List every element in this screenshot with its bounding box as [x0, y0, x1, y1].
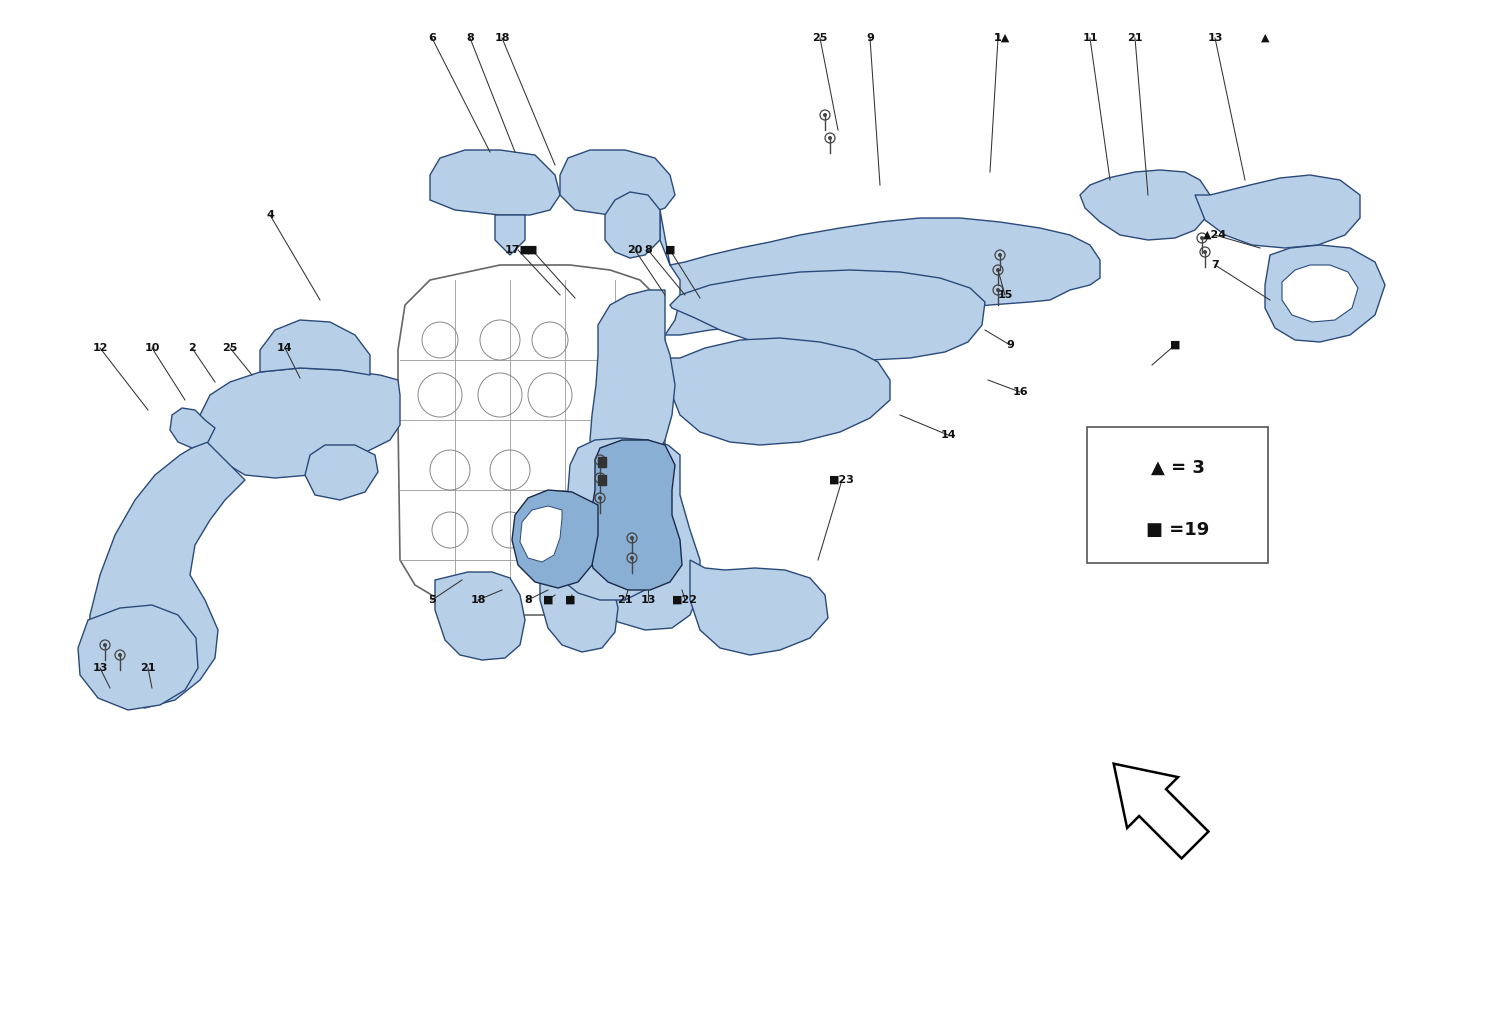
- Polygon shape: [200, 368, 400, 478]
- Polygon shape: [670, 338, 890, 445]
- Circle shape: [828, 136, 833, 140]
- Polygon shape: [512, 490, 598, 588]
- Circle shape: [824, 113, 827, 117]
- Text: 13: 13: [1208, 33, 1222, 43]
- Text: 21: 21: [141, 663, 156, 673]
- Text: 2: 2: [188, 343, 196, 353]
- Polygon shape: [690, 560, 828, 655]
- Text: 10: 10: [144, 343, 159, 353]
- Text: ▲: ▲: [1260, 33, 1269, 43]
- Text: 5: 5: [427, 595, 436, 605]
- Text: 6: 6: [427, 33, 436, 43]
- Polygon shape: [78, 605, 198, 710]
- Circle shape: [598, 476, 602, 480]
- Text: 13: 13: [640, 595, 656, 605]
- Text: ▲24: ▲24: [1203, 230, 1227, 240]
- Bar: [598, 457, 606, 467]
- Polygon shape: [660, 210, 1100, 335]
- Text: 25: 25: [222, 343, 237, 353]
- Text: ■: ■: [526, 245, 537, 255]
- Text: 1▲: 1▲: [994, 33, 1010, 43]
- Text: 8: 8: [644, 245, 652, 255]
- Polygon shape: [1113, 763, 1209, 859]
- Circle shape: [118, 653, 122, 657]
- Polygon shape: [88, 439, 244, 708]
- Text: 12: 12: [93, 343, 108, 353]
- Text: ■: ■: [664, 245, 675, 255]
- Text: 16: 16: [1013, 387, 1028, 397]
- Circle shape: [998, 253, 1002, 257]
- Text: 8: 8: [466, 33, 474, 43]
- Text: 13: 13: [93, 663, 108, 673]
- Polygon shape: [520, 506, 562, 562]
- Text: 25: 25: [813, 33, 828, 43]
- Text: ▲ = 3: ▲ = 3: [1150, 459, 1204, 477]
- Text: 8: 8: [524, 595, 532, 605]
- Polygon shape: [1080, 170, 1210, 240]
- Bar: [598, 475, 606, 485]
- Text: 15: 15: [998, 290, 1012, 300]
- Polygon shape: [304, 445, 378, 500]
- Polygon shape: [1196, 175, 1360, 248]
- Polygon shape: [596, 439, 700, 630]
- Text: ■23: ■23: [830, 475, 855, 485]
- Circle shape: [630, 556, 634, 560]
- Polygon shape: [604, 192, 660, 258]
- Text: ■22: ■22: [672, 595, 698, 605]
- FancyBboxPatch shape: [1088, 427, 1268, 563]
- Text: ■ =19: ■ =19: [1146, 521, 1209, 539]
- Text: 11: 11: [1083, 33, 1098, 43]
- Circle shape: [1200, 236, 1204, 240]
- Text: 14: 14: [940, 430, 956, 439]
- Text: 7: 7: [1210, 260, 1219, 270]
- Polygon shape: [495, 215, 525, 255]
- Circle shape: [598, 496, 602, 500]
- Polygon shape: [1282, 265, 1358, 322]
- Text: 18: 18: [471, 595, 486, 605]
- Polygon shape: [588, 439, 682, 590]
- Circle shape: [996, 268, 1000, 272]
- Text: ■: ■: [543, 595, 554, 605]
- Text: 1: 1: [994, 33, 1002, 43]
- Polygon shape: [1264, 245, 1384, 342]
- Text: 9: 9: [1007, 340, 1014, 350]
- Polygon shape: [435, 572, 525, 660]
- Circle shape: [630, 536, 634, 540]
- Text: 17■: 17■: [506, 245, 531, 255]
- Text: 14: 14: [278, 343, 292, 353]
- Text: 21: 21: [1128, 33, 1143, 43]
- Text: 18: 18: [495, 33, 510, 43]
- Polygon shape: [558, 438, 664, 600]
- Text: ■: ■: [564, 595, 576, 605]
- Text: 9: 9: [865, 33, 874, 43]
- Circle shape: [104, 642, 106, 647]
- Circle shape: [996, 288, 1000, 292]
- Polygon shape: [560, 150, 675, 215]
- Text: 4: 4: [266, 210, 274, 220]
- Polygon shape: [170, 408, 214, 448]
- Text: ■: ■: [1170, 340, 1180, 350]
- Text: 20: 20: [627, 245, 642, 255]
- Polygon shape: [540, 562, 618, 652]
- Circle shape: [598, 458, 602, 462]
- Polygon shape: [670, 270, 986, 360]
- Polygon shape: [430, 150, 560, 215]
- Circle shape: [1203, 250, 1208, 254]
- Polygon shape: [260, 320, 370, 375]
- Text: 21: 21: [618, 595, 633, 605]
- Polygon shape: [588, 290, 675, 582]
